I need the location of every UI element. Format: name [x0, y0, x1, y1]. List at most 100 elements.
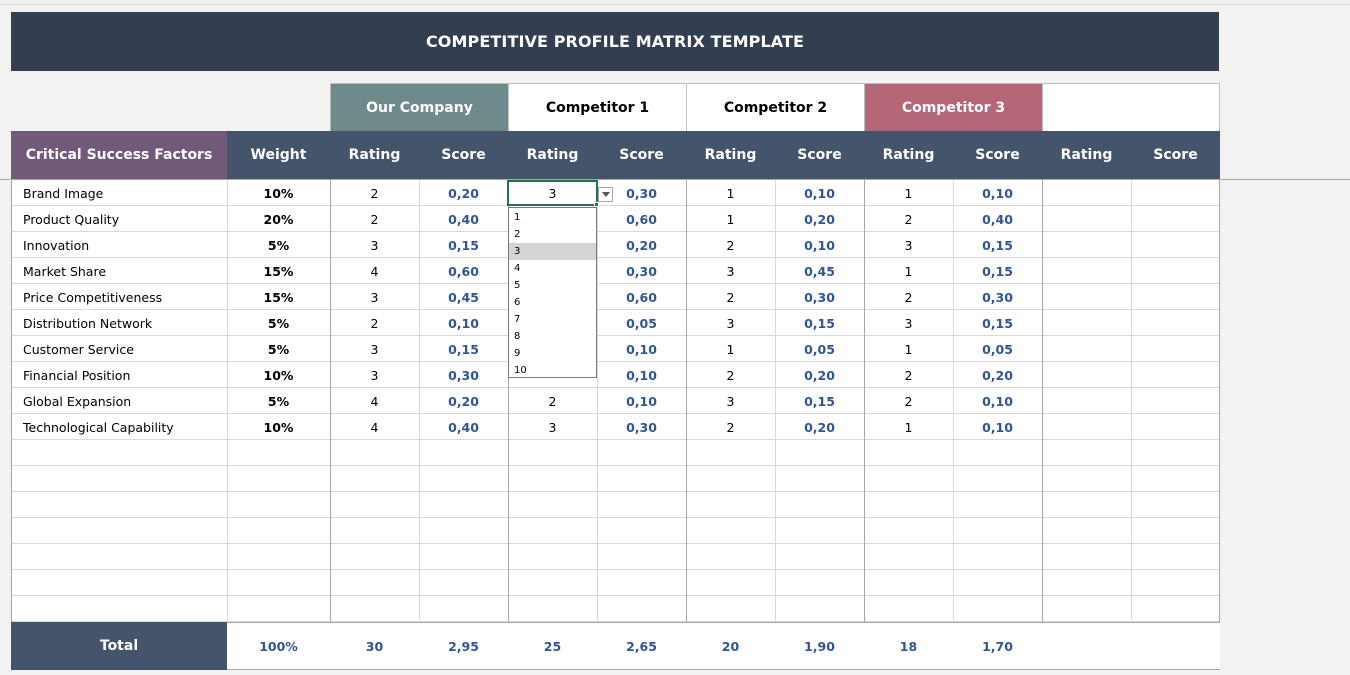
- header-rating-4[interactable]: Rating: [864, 131, 953, 179]
- score-cell[interactable]: 0,20: [804, 419, 835, 435]
- weight-cell[interactable]: 10%: [263, 367, 294, 383]
- score-cell[interactable]: 0,30: [626, 263, 657, 279]
- score-cell[interactable]: 0,30: [626, 185, 657, 201]
- score-cell[interactable]: 0,15: [448, 237, 479, 253]
- rating-cell[interactable]: 1: [904, 263, 913, 279]
- score-cell[interactable]: 0,05: [626, 315, 657, 331]
- dropdown-option[interactable]: 1: [514, 212, 521, 223]
- rating-cell[interactable]: 2: [726, 237, 735, 253]
- rating-cell[interactable]: 1: [726, 341, 735, 357]
- score-cell[interactable]: 0,10: [982, 419, 1013, 435]
- score-cell[interactable]: 0,30: [448, 367, 479, 383]
- factor-cell[interactable]: Market Share: [23, 263, 107, 279]
- factor-cell[interactable]: Financial Position: [23, 367, 131, 383]
- header-rating-5[interactable]: Rating: [1042, 131, 1131, 179]
- rating-cell[interactable]: 3: [904, 315, 913, 331]
- total-rating[interactable]: 30: [365, 638, 384, 654]
- score-cell[interactable]: 0,15: [982, 315, 1013, 331]
- header-score-1[interactable]: Score: [419, 131, 508, 179]
- score-cell[interactable]: 0,20: [804, 367, 835, 383]
- rating-cell[interactable]: 3: [726, 263, 735, 279]
- weight-cell[interactable]: 15%: [263, 263, 294, 279]
- weight-cell[interactable]: 10%: [263, 419, 294, 435]
- rating-cell[interactable]: 2: [370, 211, 379, 227]
- total-rating[interactable]: 18: [899, 638, 918, 654]
- fill-handle[interactable]: [594, 202, 599, 207]
- score-cell[interactable]: 0,60: [626, 211, 657, 227]
- rating-cell[interactable]: 2: [548, 393, 557, 409]
- rating-dropdown-list[interactable]: 1 2 3 4 5 6 7 8 9 10: [508, 207, 597, 378]
- factor-cell[interactable]: Distribution Network: [23, 315, 153, 331]
- weight-cell[interactable]: 5%: [267, 341, 290, 357]
- factor-cell[interactable]: Customer Service: [23, 341, 134, 357]
- score-cell[interactable]: 0,10: [804, 237, 835, 253]
- factor-cell[interactable]: Technological Capability: [23, 419, 174, 435]
- dropdown-option[interactable]: 3: [509, 243, 596, 260]
- weight-cell[interactable]: 5%: [267, 393, 290, 409]
- score-cell[interactable]: 0,60: [626, 289, 657, 305]
- total-score[interactable]: 2,95: [448, 638, 479, 654]
- dropdown-option[interactable]: 2: [514, 229, 521, 240]
- rating-cell[interactable]: 4: [370, 393, 379, 409]
- rating-cell[interactable]: 3: [370, 289, 379, 305]
- score-cell[interactable]: 0,10: [626, 367, 657, 383]
- header-weight[interactable]: Weight: [227, 131, 330, 179]
- score-cell[interactable]: 0,10: [982, 393, 1013, 409]
- rating-cell[interactable]: 2: [904, 367, 913, 383]
- rating-cell[interactable]: 3: [370, 341, 379, 357]
- total-score[interactable]: 1,70: [982, 638, 1013, 654]
- score-cell[interactable]: 0,10: [626, 341, 657, 357]
- score-cell[interactable]: 0,10: [804, 185, 835, 201]
- rating-cell[interactable]: 2: [904, 393, 913, 409]
- dropdown-option[interactable]: 7: [514, 314, 521, 325]
- total-rating[interactable]: 20: [721, 638, 740, 654]
- score-cell[interactable]: 0,10: [982, 185, 1013, 201]
- rating-cell[interactable]: 1: [726, 185, 735, 201]
- rating-cell[interactable]: 2: [726, 289, 735, 305]
- score-cell[interactable]: 0,15: [982, 237, 1013, 253]
- selected-rating-cell[interactable]: 3: [507, 180, 598, 206]
- rating-cell[interactable]: 3: [548, 419, 557, 435]
- rating-cell[interactable]: 3: [726, 393, 735, 409]
- rating-cell[interactable]: 3: [370, 367, 379, 383]
- company-header-5[interactable]: [1042, 83, 1220, 131]
- total-score[interactable]: 1,90: [804, 638, 835, 654]
- weight-cell[interactable]: 10%: [263, 185, 294, 201]
- rating-cell[interactable]: 2: [370, 185, 379, 201]
- dropdown-option[interactable]: 10: [514, 365, 527, 376]
- score-cell[interactable]: 0,10: [448, 315, 479, 331]
- score-cell[interactable]: 0,45: [804, 263, 835, 279]
- score-cell[interactable]: 0,60: [448, 263, 479, 279]
- total-score[interactable]: 2,65: [626, 638, 657, 654]
- total-rating[interactable]: 25: [543, 638, 562, 654]
- score-cell[interactable]: 0,40: [448, 419, 479, 435]
- score-cell[interactable]: 0,20: [804, 211, 835, 227]
- factor-cell[interactable]: Price Competitiveness: [23, 289, 163, 305]
- factor-cell[interactable]: Brand Image: [23, 185, 104, 201]
- rating-cell[interactable]: 3: [726, 315, 735, 331]
- rating-cell[interactable]: 2: [370, 315, 379, 331]
- rating-cell[interactable]: 3: [904, 237, 913, 253]
- dropdown-option[interactable]: 4: [514, 263, 521, 274]
- rating-cell[interactable]: 1: [904, 419, 913, 435]
- rating-cell[interactable]: 1: [726, 211, 735, 227]
- header-score-5[interactable]: Score: [1131, 131, 1220, 179]
- rating-cell[interactable]: 4: [370, 419, 379, 435]
- score-cell[interactable]: 0,10: [626, 393, 657, 409]
- score-cell[interactable]: 0,20: [626, 237, 657, 253]
- header-score-3[interactable]: Score: [775, 131, 864, 179]
- score-cell[interactable]: 0,15: [804, 315, 835, 331]
- weight-cell[interactable]: 5%: [267, 237, 290, 253]
- rating-cell[interactable]: 2: [904, 289, 913, 305]
- score-cell[interactable]: 0,40: [982, 211, 1013, 227]
- dropdown-option[interactable]: 6: [514, 297, 521, 308]
- score-cell[interactable]: 0,30: [804, 289, 835, 305]
- company-header-3[interactable]: Competitor 2: [686, 83, 864, 131]
- score-cell[interactable]: 0,20: [448, 393, 479, 409]
- rating-cell[interactable]: 3: [370, 237, 379, 253]
- total-label[interactable]: Total: [11, 622, 227, 670]
- dropdown-arrow-icon[interactable]: [598, 187, 613, 202]
- dropdown-option[interactable]: 8: [514, 331, 521, 342]
- weight-cell[interactable]: 20%: [263, 211, 294, 227]
- rating-cell[interactable]: 2: [726, 419, 735, 435]
